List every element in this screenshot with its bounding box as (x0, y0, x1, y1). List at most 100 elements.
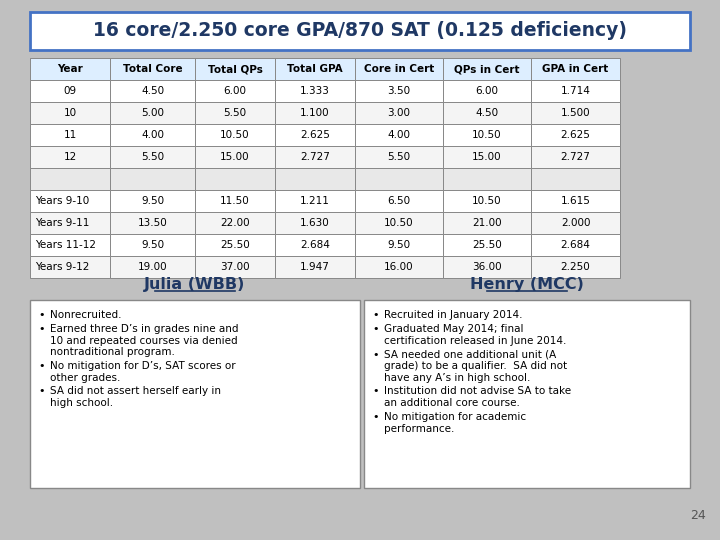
FancyBboxPatch shape (355, 234, 443, 256)
Text: 19.00: 19.00 (138, 262, 167, 272)
FancyBboxPatch shape (443, 124, 531, 146)
Text: Total QPs: Total QPs (207, 64, 262, 74)
FancyBboxPatch shape (30, 146, 110, 168)
Text: 15.00: 15.00 (472, 152, 502, 162)
Text: •: • (372, 349, 379, 360)
FancyBboxPatch shape (195, 124, 275, 146)
Text: 1.333: 1.333 (300, 86, 330, 96)
Text: 10.50: 10.50 (220, 130, 250, 140)
Text: GPA in Cert: GPA in Cert (542, 64, 608, 74)
Text: •: • (38, 387, 45, 396)
Text: 1.615: 1.615 (561, 196, 590, 206)
FancyBboxPatch shape (195, 190, 275, 212)
FancyBboxPatch shape (110, 146, 195, 168)
Text: 1.211: 1.211 (300, 196, 330, 206)
FancyBboxPatch shape (531, 256, 620, 278)
Text: Recruited in January 2014.: Recruited in January 2014. (384, 310, 523, 320)
Text: Julia (WBB): Julia (WBB) (144, 276, 246, 292)
FancyBboxPatch shape (30, 12, 690, 50)
Text: 6.00: 6.00 (475, 86, 498, 96)
Text: 15.00: 15.00 (220, 152, 250, 162)
Text: Years 11-12: Years 11-12 (35, 240, 96, 250)
FancyBboxPatch shape (275, 212, 355, 234)
FancyBboxPatch shape (443, 80, 531, 102)
Text: 5.50: 5.50 (223, 108, 246, 118)
Text: SA needed one additional unit (A
grade) to be a qualifier.  SA did not
have any : SA needed one additional unit (A grade) … (384, 349, 567, 383)
FancyBboxPatch shape (110, 124, 195, 146)
Text: 11.50: 11.50 (220, 196, 250, 206)
Text: 4.50: 4.50 (141, 86, 164, 96)
Text: Total Core: Total Core (122, 64, 182, 74)
Text: •: • (372, 412, 379, 422)
Text: 2.000: 2.000 (561, 218, 590, 228)
Text: 4.00: 4.00 (387, 130, 410, 140)
FancyBboxPatch shape (110, 168, 195, 190)
Text: Earned three D’s in grades nine and
10 and repeated courses via denied
nontradit: Earned three D’s in grades nine and 10 a… (50, 324, 238, 357)
FancyBboxPatch shape (355, 102, 443, 124)
FancyBboxPatch shape (30, 58, 110, 80)
Text: 16 core/2.250 core GPA/870 SAT (0.125 deficiency): 16 core/2.250 core GPA/870 SAT (0.125 de… (93, 22, 627, 40)
FancyBboxPatch shape (195, 80, 275, 102)
FancyBboxPatch shape (443, 256, 531, 278)
Text: 3.50: 3.50 (387, 86, 410, 96)
Text: 1.947: 1.947 (300, 262, 330, 272)
Text: 1.630: 1.630 (300, 218, 330, 228)
Text: 11: 11 (63, 130, 76, 140)
FancyBboxPatch shape (275, 102, 355, 124)
Text: 4.50: 4.50 (475, 108, 498, 118)
FancyBboxPatch shape (275, 146, 355, 168)
Text: No mitigation for academic
performance.: No mitigation for academic performance. (384, 412, 526, 434)
FancyBboxPatch shape (30, 124, 110, 146)
FancyBboxPatch shape (275, 234, 355, 256)
FancyBboxPatch shape (355, 212, 443, 234)
Text: 10.50: 10.50 (384, 218, 414, 228)
FancyBboxPatch shape (531, 58, 620, 80)
Text: 24: 24 (690, 509, 706, 522)
FancyBboxPatch shape (355, 124, 443, 146)
FancyBboxPatch shape (30, 190, 110, 212)
Text: Years 9-10: Years 9-10 (35, 196, 89, 206)
Text: SA did not assert herself early in
high school.: SA did not assert herself early in high … (50, 387, 221, 408)
FancyBboxPatch shape (30, 102, 110, 124)
FancyBboxPatch shape (531, 80, 620, 102)
Text: 1.100: 1.100 (300, 108, 330, 118)
Text: QPs in Cert: QPs in Cert (454, 64, 520, 74)
FancyBboxPatch shape (110, 190, 195, 212)
Text: 09: 09 (63, 86, 76, 96)
FancyBboxPatch shape (110, 212, 195, 234)
FancyBboxPatch shape (355, 80, 443, 102)
Text: Nonrecruited.: Nonrecruited. (50, 310, 122, 320)
Text: 6.00: 6.00 (223, 86, 246, 96)
Text: 9.50: 9.50 (141, 196, 164, 206)
FancyBboxPatch shape (355, 190, 443, 212)
Text: 2.625: 2.625 (561, 130, 590, 140)
FancyBboxPatch shape (531, 124, 620, 146)
Text: 2.684: 2.684 (561, 240, 590, 250)
FancyBboxPatch shape (443, 58, 531, 80)
Text: 5.50: 5.50 (141, 152, 164, 162)
Text: 10: 10 (63, 108, 76, 118)
Text: 22.00: 22.00 (220, 218, 250, 228)
FancyBboxPatch shape (30, 256, 110, 278)
Text: 36.00: 36.00 (472, 262, 502, 272)
FancyBboxPatch shape (443, 146, 531, 168)
Text: 5.50: 5.50 (387, 152, 410, 162)
Text: Graduated May 2014; final
certification released in June 2014.: Graduated May 2014; final certification … (384, 324, 567, 346)
FancyBboxPatch shape (531, 146, 620, 168)
Text: 2.727: 2.727 (561, 152, 590, 162)
Text: Institution did not advise SA to take
an additional core course.: Institution did not advise SA to take an… (384, 387, 571, 408)
Text: 1.500: 1.500 (561, 108, 590, 118)
FancyBboxPatch shape (355, 146, 443, 168)
Text: Core in Cert: Core in Cert (364, 64, 434, 74)
FancyBboxPatch shape (195, 234, 275, 256)
Text: 1.714: 1.714 (561, 86, 590, 96)
FancyBboxPatch shape (30, 80, 110, 102)
Text: Henry (MCC): Henry (MCC) (470, 276, 584, 292)
FancyBboxPatch shape (195, 146, 275, 168)
Text: 9.50: 9.50 (141, 240, 164, 250)
FancyBboxPatch shape (531, 102, 620, 124)
Text: •: • (38, 361, 45, 371)
FancyBboxPatch shape (195, 58, 275, 80)
FancyBboxPatch shape (110, 234, 195, 256)
FancyBboxPatch shape (531, 234, 620, 256)
